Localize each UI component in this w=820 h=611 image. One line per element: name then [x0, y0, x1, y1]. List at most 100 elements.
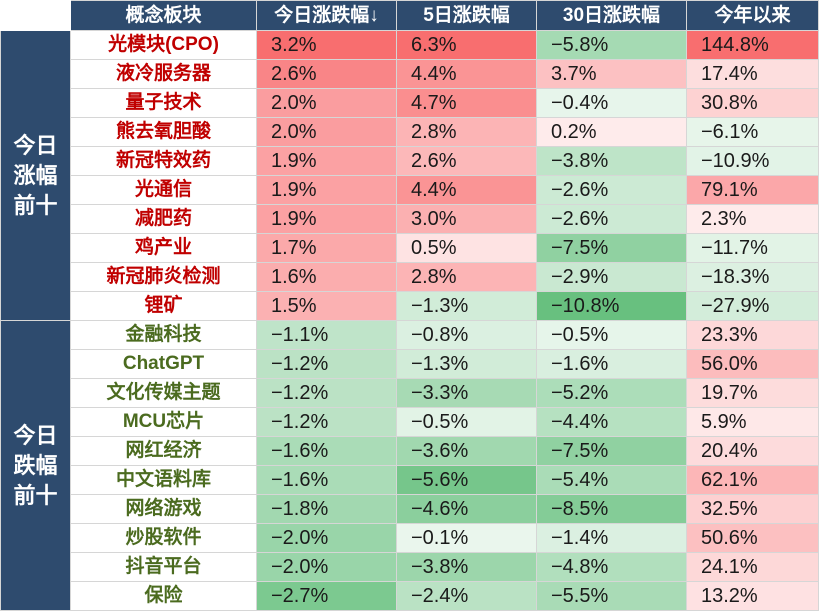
sector-name-cell: MCU芯片	[70, 407, 257, 437]
5day-change-cell: −3.6%	[396, 436, 537, 466]
today-change-cell: −1.6%	[256, 436, 397, 466]
today-change-cell: −1.1%	[256, 320, 397, 350]
table-row: 文化传媒主题 −1.2% −3.3% −5.2% 19.7%	[1, 378, 819, 408]
sector-name-cell: 保险	[70, 581, 257, 611]
sector-name-cell: 网络游戏	[70, 494, 257, 524]
5day-change-cell: 6.3%	[396, 30, 537, 60]
sector-name-cell: 网红经济	[70, 436, 257, 466]
5day-change-cell: 2.6%	[396, 146, 537, 176]
ytd-change-cell: 144.8%	[686, 30, 819, 60]
ytd-change-cell: 2.3%	[686, 204, 819, 234]
30day-change-cell: −5.8%	[536, 30, 687, 60]
5day-change-cell: 4.4%	[396, 59, 537, 89]
30day-change-cell: −2.6%	[536, 175, 687, 205]
ytd-change-cell: 32.5%	[686, 494, 819, 524]
sector-name-cell: 中文语料库	[70, 465, 257, 495]
5day-change-cell: 0.5%	[396, 233, 537, 263]
5day-change-cell: −3.8%	[396, 552, 537, 582]
table-row: 熊去氧胆酸 2.0% 2.8% 0.2% −6.1%	[1, 117, 819, 147]
ytd-change-cell: 20.4%	[686, 436, 819, 466]
ytd-change-cell: −27.9%	[686, 291, 819, 321]
5day-change-cell: 2.8%	[396, 117, 537, 147]
table-row: 中文语料库 −1.6% −5.6% −5.4% 62.1%	[1, 465, 819, 495]
table-row: MCU芯片 −1.2% −0.5% −4.4% 5.9%	[1, 407, 819, 437]
5day-change-cell: −0.8%	[396, 320, 537, 350]
5day-change-cell: 2.8%	[396, 262, 537, 292]
30day-change-cell: −1.6%	[536, 349, 687, 379]
ytd-change-cell: −6.1%	[686, 117, 819, 147]
ytd-change-cell: 79.1%	[686, 175, 819, 205]
5day-change-cell: −1.3%	[396, 291, 537, 321]
ytd-change-cell: 56.0%	[686, 349, 819, 379]
30day-change-cell: −7.5%	[536, 233, 687, 263]
today-change-cell: −2.0%	[256, 523, 397, 553]
today-change-cell: 1.6%	[256, 262, 397, 292]
ytd-change-cell: −18.3%	[686, 262, 819, 292]
header-today-change: 今日涨跌幅↓	[256, 0, 397, 31]
today-change-cell: 2.0%	[256, 88, 397, 118]
5day-change-cell: −5.6%	[396, 465, 537, 495]
table-row: 量子技术 2.0% 4.7% −0.4% 30.8%	[1, 88, 819, 118]
30day-change-cell: −5.5%	[536, 581, 687, 611]
30day-change-cell: −2.6%	[536, 204, 687, 234]
today-change-cell: 3.2%	[256, 30, 397, 60]
ytd-change-cell: 5.9%	[686, 407, 819, 437]
table-row: 液冷服务器 2.6% 4.4% 3.7% 17.4%	[1, 59, 819, 89]
table-row: 减肥药 1.9% 3.0% −2.6% 2.3%	[1, 204, 819, 234]
sector-name-cell: 新冠特效药	[70, 146, 257, 176]
5day-change-cell: −0.5%	[396, 407, 537, 437]
30day-change-cell: −7.5%	[536, 436, 687, 466]
ytd-change-cell: −11.7%	[686, 233, 819, 263]
header-5day-change: 5日涨跌幅	[396, 0, 537, 31]
30day-change-cell: −10.8%	[536, 291, 687, 321]
30day-change-cell: 0.2%	[536, 117, 687, 147]
today-change-cell: 1.9%	[256, 146, 397, 176]
sector-name-cell: ChatGPT	[70, 349, 257, 379]
header-sector: 概念板块	[70, 0, 257, 31]
table-row: 网络游戏 −1.8% −4.6% −8.5% 32.5%	[1, 494, 819, 524]
sector-name-cell: 鸡产业	[70, 233, 257, 263]
5day-change-cell: −4.6%	[396, 494, 537, 524]
table-row: ChatGPT −1.2% −1.3% −1.6% 56.0%	[1, 349, 819, 379]
5day-change-cell: −3.3%	[396, 378, 537, 408]
table-row: 鸡产业 1.7% 0.5% −7.5% −11.7%	[1, 233, 819, 263]
ytd-change-cell: 50.6%	[686, 523, 819, 553]
30day-change-cell: −4.4%	[536, 407, 687, 437]
sector-name-cell: 减肥药	[70, 204, 257, 234]
today-change-cell: −2.7%	[256, 581, 397, 611]
table-row: 今日涨幅前十 光模块(CPO) 3.2% 6.3% −5.8% 144.8%	[0, 30, 819, 321]
30day-change-cell: −5.4%	[536, 465, 687, 495]
30day-change-cell: 3.7%	[536, 59, 687, 89]
sector-name-cell: 炒股软件	[70, 523, 257, 553]
30day-change-cell: −5.2%	[536, 378, 687, 408]
sector-name-cell: 文化传媒主题	[70, 378, 257, 408]
sector-name-cell: 新冠肺炎检测	[70, 262, 257, 292]
header-ytd-change: 今年以来	[686, 0, 819, 31]
5day-change-cell: −0.1%	[396, 523, 537, 553]
ytd-change-cell: 23.3%	[686, 320, 819, 350]
30day-change-cell: −8.5%	[536, 494, 687, 524]
30day-change-cell: −0.4%	[536, 88, 687, 118]
table-row: 新冠特效药 1.9% 2.6% −3.8% −10.9%	[1, 146, 819, 176]
today-change-cell: −1.2%	[256, 378, 397, 408]
group-label-top-gainers: 今日涨幅前十	[0, 30, 71, 321]
table-row: 网红经济 −1.6% −3.6% −7.5% 20.4%	[1, 436, 819, 466]
sector-name-cell: 光通信	[70, 175, 257, 205]
5day-change-cell: 4.7%	[396, 88, 537, 118]
30day-change-cell: −1.4%	[536, 523, 687, 553]
today-change-cell: −1.6%	[256, 465, 397, 495]
today-change-cell: 2.6%	[256, 59, 397, 89]
sector-name-cell: 量子技术	[70, 88, 257, 118]
header-row: 概念板块 今日涨跌幅↓ 5日涨跌幅 30日涨跌幅 今年以来	[0, 0, 819, 31]
today-change-cell: 1.5%	[256, 291, 397, 321]
table-row: 今日跌幅前十 金融科技 −1.1% −0.8% −0.5% 23.3%	[0, 320, 819, 611]
5day-change-cell: −2.4%	[396, 581, 537, 611]
ytd-change-cell: 19.7%	[686, 378, 819, 408]
sector-name-cell: 液冷服务器	[70, 59, 257, 89]
table-row: 锂矿 1.5% −1.3% −10.8% −27.9%	[1, 291, 819, 321]
today-change-cell: −2.0%	[256, 552, 397, 582]
today-change-cell: −1.2%	[256, 407, 397, 437]
ytd-change-cell: −10.9%	[686, 146, 819, 176]
ytd-change-cell: 24.1%	[686, 552, 819, 582]
